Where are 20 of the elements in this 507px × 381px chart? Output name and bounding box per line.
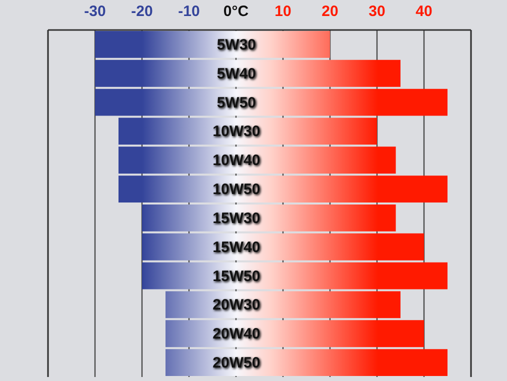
x-tick-label: -10 <box>178 3 200 20</box>
y-tick-label: 15W40 <box>212 238 260 256</box>
y-tick-label: 5W50 <box>216 94 256 112</box>
x-tick-label: -30 <box>84 3 106 20</box>
x-tick-label: 40 <box>416 3 432 20</box>
y-tick-label: 5W40 <box>216 65 256 82</box>
y-tick-label: 10W30 <box>212 123 260 140</box>
x-tick-label: 30 <box>368 3 386 20</box>
y-tick-label: 15W50 <box>212 268 260 285</box>
y-tick-label: 20W50 <box>212 354 260 372</box>
y-tick-label: 5W30 <box>216 36 256 54</box>
x-tick-label: -20 <box>131 3 153 20</box>
y-tick-label: 10W50 <box>212 181 260 198</box>
x-tick-label: 10 <box>274 3 292 20</box>
y-tick-label: 10W40 <box>212 152 260 170</box>
x-tick-label: 20 <box>322 3 338 20</box>
y-tick-label: 20W30 <box>212 296 260 314</box>
x-tick-label: 0°C <box>223 3 249 20</box>
y-tick-label: 20W40 <box>212 326 260 343</box>
y-tick-label: 15W30 <box>212 210 260 227</box>
